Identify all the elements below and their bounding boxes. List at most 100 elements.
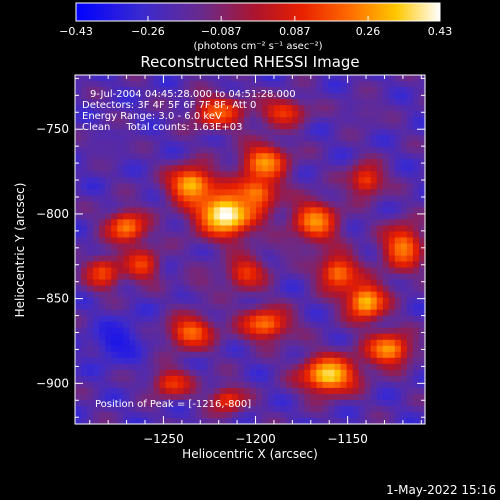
heatmap-cell [328,309,336,317]
heatmap-cell [394,177,402,184]
heatmap-cell [189,213,197,221]
heatmap-cell [310,387,317,395]
heatmap-cell [105,315,112,323]
heatmap-cell [346,321,354,329]
heatmap-cell [165,303,173,311]
heatmap-cell [346,261,354,269]
heatmap-cell [328,345,336,353]
heatmap-cell [183,309,191,317]
heatmap-cell [123,237,130,245]
heatmap-cell [213,87,221,94]
heatmap-cell [376,93,384,100]
heatmap-cell [159,309,167,317]
heatmap-cell [358,177,366,184]
heatmap-cell [207,183,215,190]
heatmap-cell [274,249,281,257]
heatmap-cell [213,201,221,208]
heatmap-cell [219,177,227,184]
heatmap-cell [286,213,293,221]
heatmap-cell [286,363,293,371]
heatmap-cell [382,303,390,311]
heatmap-cell [400,177,408,184]
heatmap-cell [250,129,257,136]
heatmap-cell [400,243,408,251]
heatmap-cell [165,111,173,118]
heatmap-cell [171,315,179,323]
heatmap-cell [388,369,396,377]
heatmap-cell [93,351,100,359]
heatmap-cell [231,333,239,341]
heatmap-cell [165,207,173,214]
heatmap-cell [316,147,324,154]
heatmap-cell [280,339,287,347]
heatmap-cell [87,171,94,178]
heatmap-cell [189,333,197,341]
heatmap-cell [418,255,426,263]
heatmap-cell [135,159,142,166]
heatmap-cell [105,93,112,100]
heatmap-cell [87,255,94,263]
heatmap-cell [225,213,233,221]
heatmap-cell [243,363,251,371]
heatmap-cell [93,225,100,233]
heatmap-cell [346,147,354,154]
heatmap-cell [243,237,251,245]
heatmap-cell [340,99,348,106]
heatmap-cell [388,375,396,383]
heatmap-cell [352,279,360,287]
heatmap-cell [231,315,239,323]
heatmap-cell [352,201,360,208]
heatmap-cell [298,81,305,88]
heatmap-cell [334,315,342,323]
heatmap-cell [129,219,136,227]
heatmap-cell [171,117,179,124]
heatmap-cell [334,261,342,269]
heatmap-cell [231,405,239,413]
heatmap-cell [243,147,251,154]
heatmap-cell [370,75,378,82]
heatmap-cell [334,237,342,245]
heatmap-cell [93,171,100,178]
heatmap-cell [304,123,311,130]
heatmap-cell [262,159,269,166]
heatmap-cell [153,333,161,341]
heatmap-cell [364,381,372,389]
heatmap-cell [135,81,142,88]
heatmap-cell [93,321,100,329]
heatmap-cell [286,201,293,208]
heatmap-cell [195,399,203,407]
heatmap-cell [250,75,257,82]
heatmap-cell [370,351,378,359]
heatmap-cell [406,285,414,293]
heatmap-cell [129,141,136,148]
heatmap-cell [177,405,185,413]
heatmap-cell [412,213,420,221]
heatmap-cell [75,279,82,287]
heatmap-cell [280,111,287,118]
heatmap-cell [346,345,354,353]
heatmap-cell [364,255,372,263]
heatmap-cell [334,333,342,341]
heatmap-cell [243,141,251,148]
heatmap-cell [358,249,366,257]
heatmap-cell [418,267,426,275]
heatmap-cell [219,303,227,311]
heatmap-cell [394,279,402,287]
heatmap-cell [382,165,390,172]
heatmap-cell [370,393,378,401]
heatmap-cell [165,369,173,377]
heatmap-cell [358,399,366,407]
heatmap-cell [280,381,287,389]
heatmap-cell [129,183,136,190]
heatmap-cell [394,381,402,389]
heatmap-cell [213,315,221,323]
heatmap-cell [81,369,88,377]
heatmap-cell [81,207,88,214]
heatmap-cell [292,387,299,395]
heatmap-cell [237,165,245,172]
heatmap-cell [141,255,149,263]
heatmap-cell [93,189,100,196]
heatmap-cell [340,213,348,221]
heatmap-cell [231,99,239,106]
heatmap-cell [412,273,420,281]
